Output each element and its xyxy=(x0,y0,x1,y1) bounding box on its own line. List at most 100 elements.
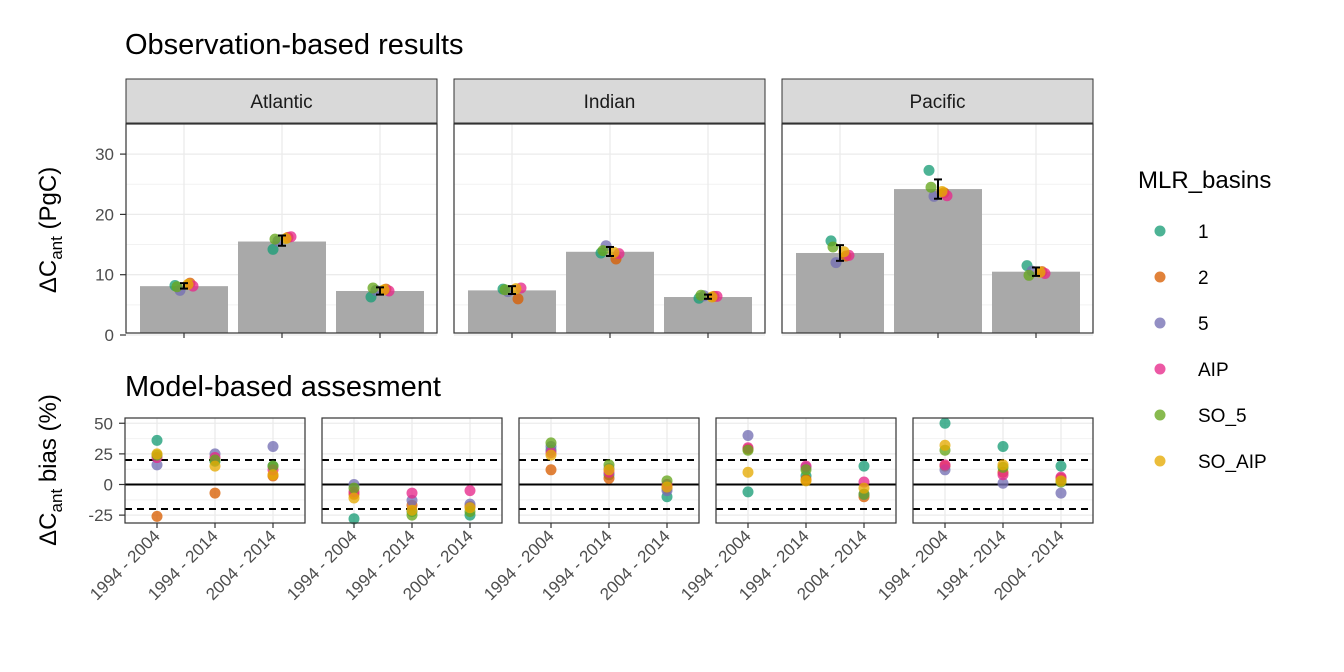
data-point xyxy=(597,245,609,257)
legend-item: AIP xyxy=(1154,360,1229,381)
legend-label: 2 xyxy=(1198,268,1209,289)
data-point xyxy=(742,466,754,478)
data-point xyxy=(267,243,279,255)
data-point xyxy=(939,417,951,429)
legend-item: 5 xyxy=(1154,314,1209,335)
data-point xyxy=(603,464,615,476)
facet-label: Pacific xyxy=(910,92,966,113)
y-tick-label: -25 xyxy=(88,506,113,525)
bar xyxy=(566,251,654,333)
legend-item: SO_5 xyxy=(1154,406,1247,427)
data-point xyxy=(858,482,870,494)
y-tick-label: 0 xyxy=(105,326,114,345)
data-point xyxy=(269,233,281,245)
y-tick-label: 25 xyxy=(94,445,113,464)
y-tick-label: 10 xyxy=(95,266,114,285)
data-point xyxy=(997,459,1009,471)
legend-item: 2 xyxy=(1154,268,1209,289)
facet-label: Atlantic xyxy=(250,92,312,113)
data-point xyxy=(1055,475,1067,487)
data-point xyxy=(209,460,221,472)
data-point xyxy=(499,284,511,296)
bar xyxy=(468,290,556,333)
data-point xyxy=(742,444,754,456)
data-point xyxy=(348,492,360,504)
facet-strip xyxy=(781,78,1094,124)
data-point xyxy=(997,441,1009,453)
data-point xyxy=(1023,269,1035,281)
data-point xyxy=(939,459,951,471)
data-point xyxy=(742,486,754,498)
bottom-ylabel-sub: ant xyxy=(47,489,66,513)
legend-key xyxy=(1154,225,1166,237)
data-point xyxy=(406,504,418,516)
top-panel-indian: Indian xyxy=(453,78,766,338)
data-point xyxy=(997,477,1009,489)
svg-text:ΔCant bias (%): ΔCant bias (%) xyxy=(35,394,66,546)
top-y-axis-title: ΔCant (PgC) xyxy=(35,167,66,293)
legend-key xyxy=(1154,409,1166,421)
data-point xyxy=(936,185,948,197)
data-point xyxy=(661,481,673,493)
data-point xyxy=(939,439,951,451)
data-point xyxy=(512,293,524,305)
facet-strip xyxy=(453,78,766,124)
data-point xyxy=(267,441,279,453)
data-point xyxy=(838,246,850,258)
data-point xyxy=(800,475,812,487)
facet-label: Indian xyxy=(584,92,636,113)
bar xyxy=(664,297,752,333)
data-point xyxy=(1055,460,1067,472)
y-tick-label: 0 xyxy=(104,476,113,495)
data-point xyxy=(923,164,935,176)
y-tick-label: 50 xyxy=(94,414,113,433)
top-ylabel-prefix: ΔC xyxy=(35,260,62,293)
data-point xyxy=(742,430,754,441)
data-point xyxy=(209,487,221,499)
data-point xyxy=(171,281,183,293)
bottom-ylabel-suffix: bias (%) xyxy=(35,394,62,489)
legend-item: SO_AIP xyxy=(1154,452,1267,473)
facet-strip xyxy=(125,78,438,124)
data-point xyxy=(348,513,360,525)
top-ylabel-sub: ant xyxy=(47,236,66,260)
data-point xyxy=(151,448,163,460)
bottom-ylabel-prefix: ΔC xyxy=(35,512,62,545)
data-point xyxy=(151,434,163,446)
legend-label: SO_5 xyxy=(1198,406,1247,427)
top-panel-atlantic: Atlantic xyxy=(125,78,438,338)
legend-label: AIP xyxy=(1198,360,1229,381)
bar xyxy=(894,189,982,333)
data-point xyxy=(695,289,707,301)
data-point xyxy=(827,241,839,253)
data-point xyxy=(348,482,360,494)
y-tick-label: 30 xyxy=(95,145,114,164)
data-point xyxy=(858,460,870,472)
top-ylabel-suffix: (PgC) xyxy=(35,167,62,236)
bottom-chart-title: Model-based assesment xyxy=(125,371,441,403)
legend-key xyxy=(1154,455,1166,467)
bar xyxy=(992,271,1080,333)
data-point xyxy=(406,487,418,499)
legend: MLR_basins 1 2 5 AIP SO_5 SO_AIP xyxy=(1138,167,1271,473)
data-point xyxy=(800,464,812,476)
top-chart: Atlantic Indian Pacific 0 10 20 30 xyxy=(95,78,1094,345)
data-point xyxy=(267,460,279,472)
bar xyxy=(238,241,326,333)
legend-key xyxy=(1154,363,1166,375)
legend-key xyxy=(1154,317,1166,329)
data-point xyxy=(464,485,476,497)
legend-item: 1 xyxy=(1154,222,1209,243)
top-panel-pacific: Pacific xyxy=(781,78,1094,338)
legend-title: MLR_basins xyxy=(1138,167,1271,194)
bar xyxy=(336,290,424,333)
data-point xyxy=(151,510,163,522)
bottom-y-axis-title: ΔCant bias (%) xyxy=(35,394,66,546)
data-point xyxy=(267,469,279,481)
data-point xyxy=(545,437,557,449)
legend-key xyxy=(1154,271,1166,283)
data-point xyxy=(367,282,379,294)
legend-label: 1 xyxy=(1198,222,1209,243)
svg-text:ΔCant (PgC): ΔCant (PgC) xyxy=(35,167,66,293)
